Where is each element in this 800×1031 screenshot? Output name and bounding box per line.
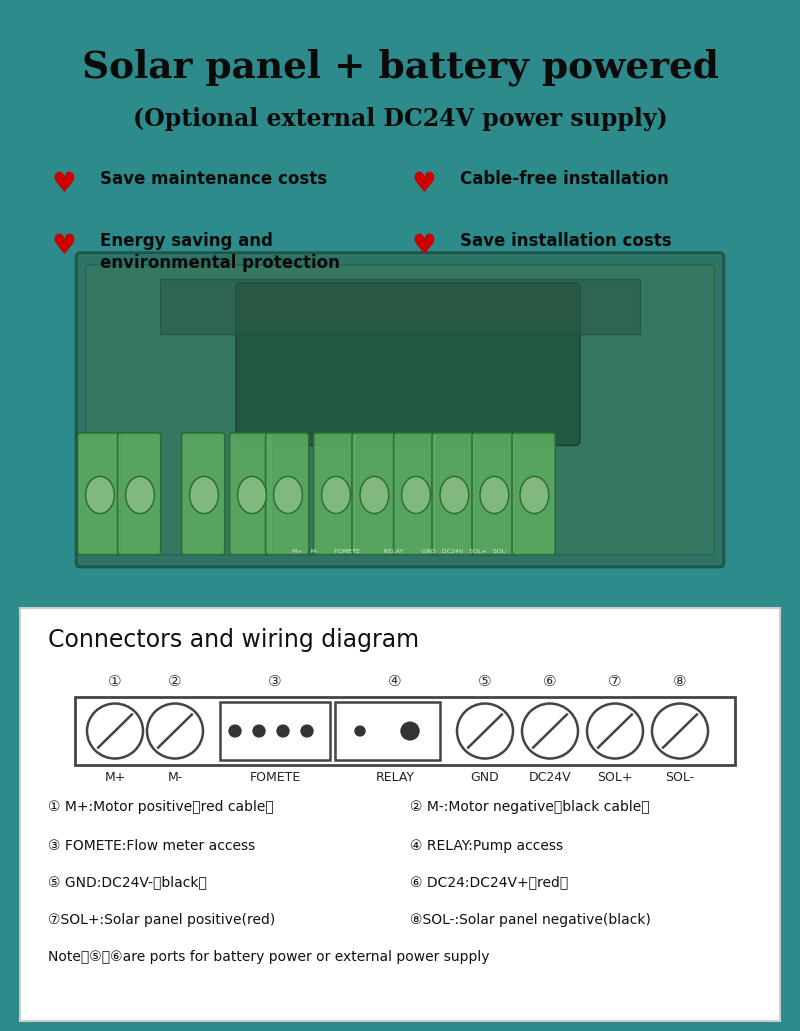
- Text: ①: ①: [108, 674, 122, 690]
- Circle shape: [277, 725, 289, 737]
- Text: ⑦SOL+:Solar panel positive(red): ⑦SOL+:Solar panel positive(red): [48, 912, 275, 927]
- FancyBboxPatch shape: [472, 433, 515, 555]
- Text: Solar panel + battery powered: Solar panel + battery powered: [82, 48, 718, 86]
- FancyBboxPatch shape: [160, 279, 640, 334]
- Circle shape: [522, 703, 578, 759]
- Text: ♥: ♥: [412, 232, 437, 260]
- Circle shape: [274, 476, 302, 513]
- Text: SOL-: SOL-: [666, 771, 694, 785]
- FancyBboxPatch shape: [266, 433, 309, 555]
- Circle shape: [480, 476, 509, 513]
- Text: ♥: ♥: [52, 170, 77, 198]
- Text: ♥: ♥: [412, 170, 437, 198]
- Text: Cable-free installation: Cable-free installation: [460, 170, 669, 188]
- FancyBboxPatch shape: [352, 433, 395, 555]
- FancyBboxPatch shape: [182, 433, 225, 555]
- Text: Energy saving and
environmental protection: Energy saving and environmental protecti…: [100, 232, 340, 272]
- Circle shape: [440, 476, 469, 513]
- Text: ④ RELAY:Pump access: ④ RELAY:Pump access: [410, 839, 563, 853]
- FancyBboxPatch shape: [86, 265, 714, 555]
- Text: (Optional external DC24V power supply): (Optional external DC24V power supply): [133, 106, 667, 131]
- Circle shape: [253, 725, 265, 737]
- Text: ② M-:Motor negative（black cable）: ② M-:Motor negative（black cable）: [410, 800, 650, 813]
- Circle shape: [652, 703, 708, 759]
- FancyBboxPatch shape: [512, 433, 555, 555]
- FancyBboxPatch shape: [394, 433, 437, 555]
- Circle shape: [147, 703, 203, 759]
- Circle shape: [229, 725, 241, 737]
- Circle shape: [301, 725, 313, 737]
- FancyBboxPatch shape: [432, 433, 475, 555]
- Text: GND: GND: [470, 771, 499, 785]
- Text: ③: ③: [268, 674, 282, 690]
- Circle shape: [401, 722, 419, 740]
- Circle shape: [587, 703, 643, 759]
- Text: ③ FOMETE:Flow meter access: ③ FOMETE:Flow meter access: [48, 839, 255, 853]
- Text: DC24V: DC24V: [529, 771, 571, 785]
- Circle shape: [87, 703, 143, 759]
- Text: Connectors and wiring diagram: Connectors and wiring diagram: [48, 628, 419, 652]
- Bar: [75, 697, 735, 765]
- Text: ④: ④: [388, 674, 402, 690]
- Text: M+: M+: [104, 771, 126, 785]
- FancyBboxPatch shape: [76, 253, 724, 567]
- Text: Save installation costs: Save installation costs: [460, 232, 672, 250]
- Circle shape: [86, 476, 114, 513]
- Circle shape: [126, 476, 154, 513]
- Text: RELAY: RELAY: [375, 771, 414, 785]
- FancyBboxPatch shape: [314, 433, 357, 555]
- Text: ♥: ♥: [52, 232, 77, 260]
- FancyBboxPatch shape: [236, 284, 580, 445]
- FancyBboxPatch shape: [118, 433, 161, 555]
- Text: ②: ②: [168, 674, 182, 690]
- FancyBboxPatch shape: [78, 433, 121, 555]
- Text: FOMETE: FOMETE: [250, 771, 301, 785]
- Circle shape: [360, 476, 389, 513]
- Text: ⑦: ⑦: [608, 674, 622, 690]
- Circle shape: [402, 476, 430, 513]
- Text: Note：⑤、⑥are ports for battery power or external power supply: Note：⑤、⑥are ports for battery power or e…: [48, 950, 490, 964]
- FancyBboxPatch shape: [230, 433, 273, 555]
- Bar: [335, 701, 440, 761]
- Text: SOL+: SOL+: [598, 771, 633, 785]
- Circle shape: [322, 476, 350, 513]
- Bar: [220, 701, 330, 761]
- Text: ① M+:Motor positive（red cable）: ① M+:Motor positive（red cable）: [48, 800, 274, 813]
- Circle shape: [520, 476, 549, 513]
- Text: ⑥: ⑥: [543, 674, 557, 690]
- Text: ⑤ GND:DC24V-（black）: ⑤ GND:DC24V-（black）: [48, 875, 207, 890]
- Circle shape: [457, 703, 513, 759]
- Circle shape: [355, 726, 365, 736]
- Text: Save maintenance costs: Save maintenance costs: [100, 170, 327, 188]
- FancyBboxPatch shape: [20, 608, 780, 1021]
- Text: M+    M-        FOMETE            RELAY         GND   DC24V   SOL+   SOL-: M+ M- FOMETE RELAY GND DC24V SOL+ SOL-: [292, 548, 508, 554]
- Text: ⑧: ⑧: [673, 674, 687, 690]
- Text: ⑧SOL-:Solar panel negative(black): ⑧SOL-:Solar panel negative(black): [410, 912, 651, 927]
- Text: M-: M-: [167, 771, 182, 785]
- Circle shape: [190, 476, 218, 513]
- Text: ⑥ DC24:DC24V+（red）: ⑥ DC24:DC24V+（red）: [410, 875, 568, 890]
- Circle shape: [238, 476, 266, 513]
- Text: ⑤: ⑤: [478, 674, 492, 690]
